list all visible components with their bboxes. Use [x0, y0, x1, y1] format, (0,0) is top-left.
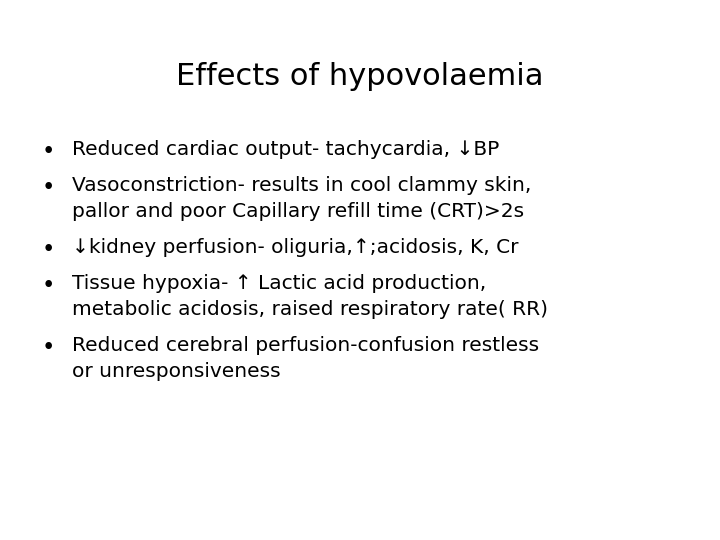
- Text: •: •: [41, 238, 55, 261]
- Text: •: •: [41, 176, 55, 199]
- Text: •: •: [41, 336, 55, 359]
- Text: Reduced cerebral perfusion-confusion restless: Reduced cerebral perfusion-confusion res…: [72, 336, 539, 355]
- Text: Tissue hypoxia- ↑ Lactic acid production,: Tissue hypoxia- ↑ Lactic acid production…: [72, 274, 486, 293]
- Text: or unresponsiveness: or unresponsiveness: [72, 362, 281, 381]
- Text: •: •: [41, 140, 55, 163]
- Text: pallor and poor Capillary refill time (CRT)>2s: pallor and poor Capillary refill time (C…: [72, 202, 524, 221]
- Text: Vasoconstriction- results in cool clammy skin,: Vasoconstriction- results in cool clammy…: [72, 176, 531, 195]
- Text: ↓kidney perfusion- oliguria,↑;acidosis, K, Cr: ↓kidney perfusion- oliguria,↑;acidosis, …: [72, 238, 518, 257]
- Text: Reduced cardiac output- tachycardia, ↓BP: Reduced cardiac output- tachycardia, ↓BP: [72, 140, 500, 159]
- Text: Effects of hypovolaemia: Effects of hypovolaemia: [176, 62, 544, 91]
- Text: metabolic acidosis, raised respiratory rate( RR): metabolic acidosis, raised respiratory r…: [72, 300, 548, 319]
- Text: •: •: [41, 274, 55, 297]
